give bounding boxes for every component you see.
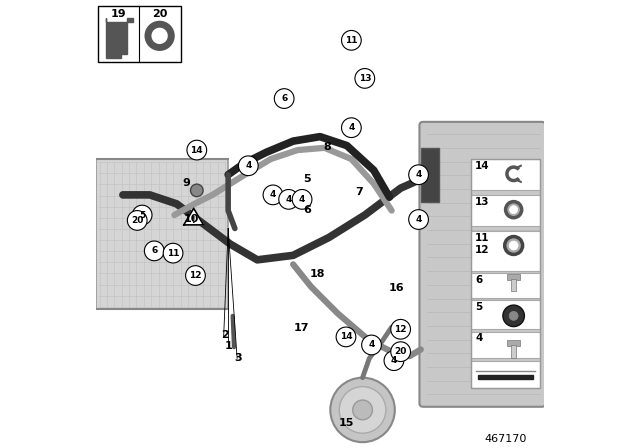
- Circle shape: [509, 311, 518, 320]
- Text: 20: 20: [394, 347, 407, 356]
- Circle shape: [263, 185, 283, 205]
- Text: 6: 6: [475, 275, 483, 285]
- Text: 4: 4: [285, 195, 292, 204]
- FancyBboxPatch shape: [419, 122, 545, 407]
- Bar: [508, 340, 520, 346]
- Text: 19: 19: [111, 9, 126, 19]
- Circle shape: [353, 400, 372, 420]
- Text: 12: 12: [475, 245, 490, 255]
- Circle shape: [384, 351, 404, 370]
- Circle shape: [127, 211, 147, 230]
- Bar: [511, 345, 516, 358]
- Text: 12: 12: [394, 325, 407, 334]
- Text: 11: 11: [167, 249, 179, 258]
- Polygon shape: [106, 18, 132, 58]
- Circle shape: [505, 237, 523, 254]
- Text: 11: 11: [475, 233, 490, 242]
- Polygon shape: [184, 208, 204, 225]
- Bar: [472, 361, 540, 388]
- Text: 4: 4: [475, 333, 483, 343]
- Text: 18: 18: [309, 269, 324, 279]
- Bar: [99, 6, 181, 62]
- Text: 467170: 467170: [484, 435, 527, 444]
- Text: 5: 5: [139, 211, 145, 220]
- Circle shape: [275, 89, 294, 108]
- Bar: [472, 195, 540, 226]
- Bar: [472, 300, 540, 329]
- Bar: [508, 274, 520, 280]
- Text: 17: 17: [294, 323, 310, 333]
- Circle shape: [187, 140, 207, 160]
- Bar: [472, 332, 540, 358]
- Circle shape: [506, 202, 522, 218]
- Text: 4: 4: [369, 340, 374, 349]
- Text: 13: 13: [475, 197, 490, 207]
- Text: 16: 16: [389, 283, 404, 293]
- Text: 20: 20: [131, 216, 143, 225]
- Bar: [472, 159, 540, 388]
- Circle shape: [336, 327, 356, 347]
- Circle shape: [186, 266, 205, 285]
- Circle shape: [391, 342, 410, 362]
- Circle shape: [409, 165, 428, 185]
- Text: 4: 4: [348, 123, 355, 132]
- Text: 4: 4: [391, 356, 397, 365]
- Circle shape: [409, 210, 428, 229]
- Circle shape: [509, 206, 518, 214]
- Text: 4: 4: [245, 161, 252, 170]
- Circle shape: [342, 118, 361, 138]
- Bar: [472, 231, 540, 271]
- Bar: [472, 273, 540, 298]
- Text: !: !: [192, 216, 195, 225]
- Text: 6: 6: [281, 94, 287, 103]
- Circle shape: [509, 241, 518, 250]
- Circle shape: [339, 387, 386, 433]
- Circle shape: [362, 335, 381, 355]
- Bar: [511, 279, 516, 291]
- Text: 4: 4: [270, 190, 276, 199]
- Text: 5: 5: [475, 302, 483, 312]
- Circle shape: [145, 241, 164, 261]
- Circle shape: [239, 156, 258, 176]
- Text: 14: 14: [475, 161, 490, 171]
- Text: 12: 12: [189, 271, 202, 280]
- Circle shape: [391, 319, 410, 339]
- Circle shape: [154, 30, 165, 41]
- Circle shape: [191, 184, 203, 197]
- Circle shape: [163, 243, 183, 263]
- Circle shape: [503, 305, 524, 327]
- Text: 14: 14: [191, 146, 203, 155]
- Bar: [421, 148, 439, 202]
- Circle shape: [292, 190, 312, 209]
- Text: 1: 1: [225, 341, 233, 351]
- Text: 3: 3: [234, 353, 242, 363]
- Text: 14: 14: [340, 332, 352, 341]
- Bar: [472, 159, 540, 190]
- Circle shape: [279, 190, 298, 209]
- Text: 4: 4: [299, 195, 305, 204]
- Polygon shape: [478, 375, 533, 379]
- Text: 4: 4: [415, 170, 422, 179]
- Text: 6: 6: [151, 246, 157, 255]
- Text: 20: 20: [152, 9, 167, 19]
- Text: 15: 15: [339, 418, 354, 428]
- Text: 13: 13: [358, 74, 371, 83]
- Text: 11: 11: [345, 36, 358, 45]
- Text: 9: 9: [182, 178, 190, 188]
- Circle shape: [342, 30, 361, 50]
- Circle shape: [355, 69, 374, 88]
- Text: 8: 8: [324, 142, 332, 152]
- Text: 2: 2: [221, 330, 229, 340]
- Text: 10: 10: [184, 214, 199, 224]
- Text: 4: 4: [415, 215, 422, 224]
- Bar: [96, 159, 228, 309]
- Circle shape: [330, 378, 395, 442]
- Circle shape: [132, 205, 152, 225]
- Text: 5: 5: [303, 174, 310, 184]
- Text: 6: 6: [303, 205, 311, 215]
- Text: 7: 7: [355, 187, 363, 197]
